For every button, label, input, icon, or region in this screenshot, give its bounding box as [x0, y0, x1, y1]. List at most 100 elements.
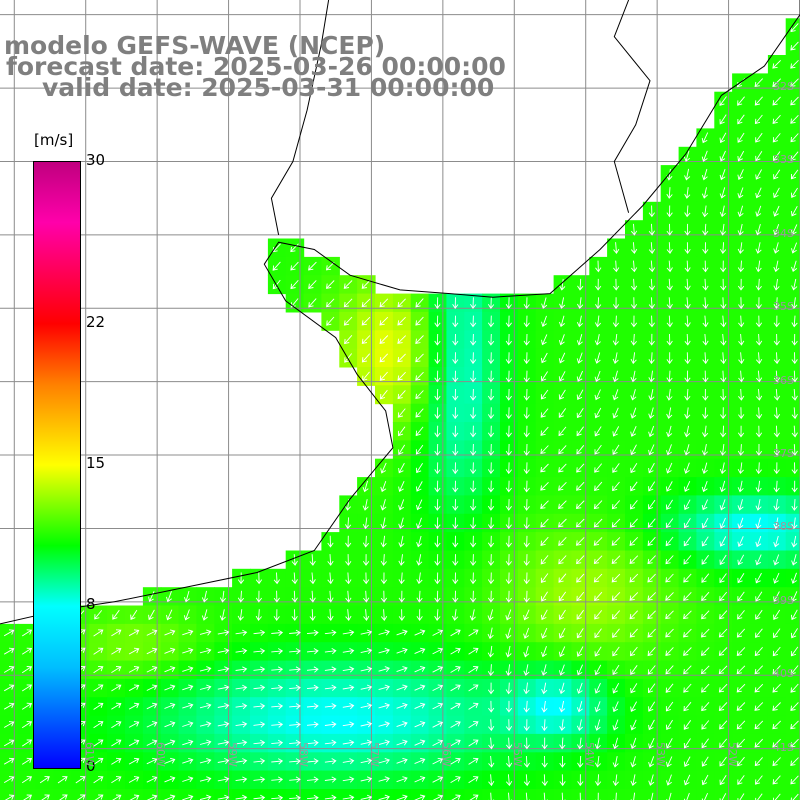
wind-arrow — [255, 609, 262, 621]
wind-arrow — [791, 297, 798, 309]
wind-arrow — [594, 719, 601, 731]
wind-speed-cell — [589, 587, 608, 607]
wind-arrow — [718, 683, 728, 693]
wind-arrow — [790, 665, 799, 675]
wind-arrow — [630, 756, 637, 768]
wind-arrow — [683, 150, 690, 162]
wind-arrow — [558, 352, 566, 364]
wind-arrow — [432, 739, 444, 747]
wind-arrow — [540, 408, 549, 418]
wind-arrow — [362, 480, 369, 493]
wind-arrow — [253, 703, 266, 710]
wind-arrow — [361, 280, 371, 289]
wind-speed-cell — [392, 348, 412, 368]
wind-arrow — [470, 554, 477, 566]
wind-arrow — [719, 96, 727, 106]
colorbar-tick-label: 15 — [86, 454, 106, 472]
wind-arrow — [380, 572, 388, 585]
wind-arrow — [612, 719, 619, 731]
wind-arrow — [790, 114, 799, 124]
wind-arrow — [235, 739, 248, 746]
wind-arrow — [450, 757, 461, 765]
wind-arrow — [773, 370, 781, 383]
wind-arrow — [324, 666, 337, 673]
wind-speed-cell — [714, 789, 733, 800]
wind-arrow — [576, 481, 585, 491]
wind-arrow — [791, 224, 798, 236]
wind-arrow — [558, 664, 565, 676]
wind-arrow — [289, 739, 301, 747]
wind-arrow — [541, 737, 548, 750]
wind-arrow — [342, 647, 355, 655]
wind-arrow — [182, 757, 194, 764]
wind-arrow — [253, 776, 266, 783]
wind-arrow — [683, 444, 690, 456]
wind-arrow — [469, 609, 476, 621]
wind-arrow — [773, 425, 780, 438]
wind-arrow — [505, 700, 513, 713]
wind-speed-cell — [17, 789, 37, 800]
wind-arrow — [380, 590, 388, 603]
wind-arrow — [271, 629, 284, 636]
wind-arrow — [523, 535, 530, 548]
wind-arrow — [235, 758, 248, 765]
wind-arrow — [666, 223, 673, 236]
wind-arrow — [593, 537, 603, 546]
wind-arrow — [396, 776, 408, 783]
wind-arrow — [397, 335, 407, 344]
wind-arrow — [505, 664, 512, 676]
wind-arrow — [773, 187, 780, 199]
wind-arrow — [611, 518, 621, 528]
wind-arrow — [291, 572, 298, 585]
wind-arrow — [183, 590, 190, 603]
wind-arrow — [166, 591, 172, 603]
wind-arrow — [111, 739, 122, 747]
wind-arrow — [790, 775, 799, 785]
wind-arrow — [701, 756, 709, 767]
latitude-label: 40S — [773, 667, 794, 681]
wind-arrow — [594, 664, 602, 676]
wind-arrow — [612, 701, 619, 713]
wind-arrow — [755, 297, 762, 310]
wind-arrow — [237, 572, 245, 585]
wind-arrow — [648, 370, 655, 383]
wind-arrow — [217, 629, 230, 636]
wind-arrow — [378, 794, 390, 800]
wind-arrow — [737, 554, 745, 566]
wind-arrow — [773, 169, 781, 180]
wind-arrow — [577, 774, 584, 787]
wind-arrow — [666, 187, 673, 199]
wind-arrow — [452, 499, 459, 511]
longitude-label: 57W — [368, 742, 382, 767]
wind-arrow — [362, 535, 370, 548]
wind-arrow — [611, 537, 621, 546]
wind-speed-cell — [53, 789, 73, 800]
wind-arrow — [505, 609, 512, 621]
wind-arrow — [290, 280, 299, 290]
wind-arrow — [540, 591, 548, 602]
wind-arrow — [523, 554, 530, 566]
wind-arrow — [128, 776, 140, 783]
wind-arrow — [128, 757, 140, 765]
wind-arrow — [450, 629, 461, 637]
latitude-label: 37S — [773, 447, 794, 461]
wind-speed-cell — [589, 660, 608, 680]
wind-arrow — [754, 683, 764, 693]
wind-arrow — [362, 371, 370, 381]
wind-arrow — [289, 758, 301, 765]
wind-arrow — [772, 78, 782, 88]
wind-arrow — [380, 480, 387, 493]
wind-arrow — [360, 647, 373, 654]
wind-arrow — [683, 462, 690, 474]
wind-arrow — [754, 757, 763, 767]
wind-arrow — [235, 648, 248, 655]
wind-arrow — [361, 298, 371, 308]
wind-speed-cell — [142, 623, 162, 643]
wind-arrow — [612, 315, 620, 328]
wind-speed-cell — [642, 568, 662, 588]
wind-speed-cell — [767, 642, 787, 662]
wind-arrow — [665, 555, 674, 565]
wind-arrow — [647, 628, 656, 638]
colorbar-tick-label: 22 — [86, 312, 106, 331]
wind-speed-cell — [785, 715, 800, 735]
